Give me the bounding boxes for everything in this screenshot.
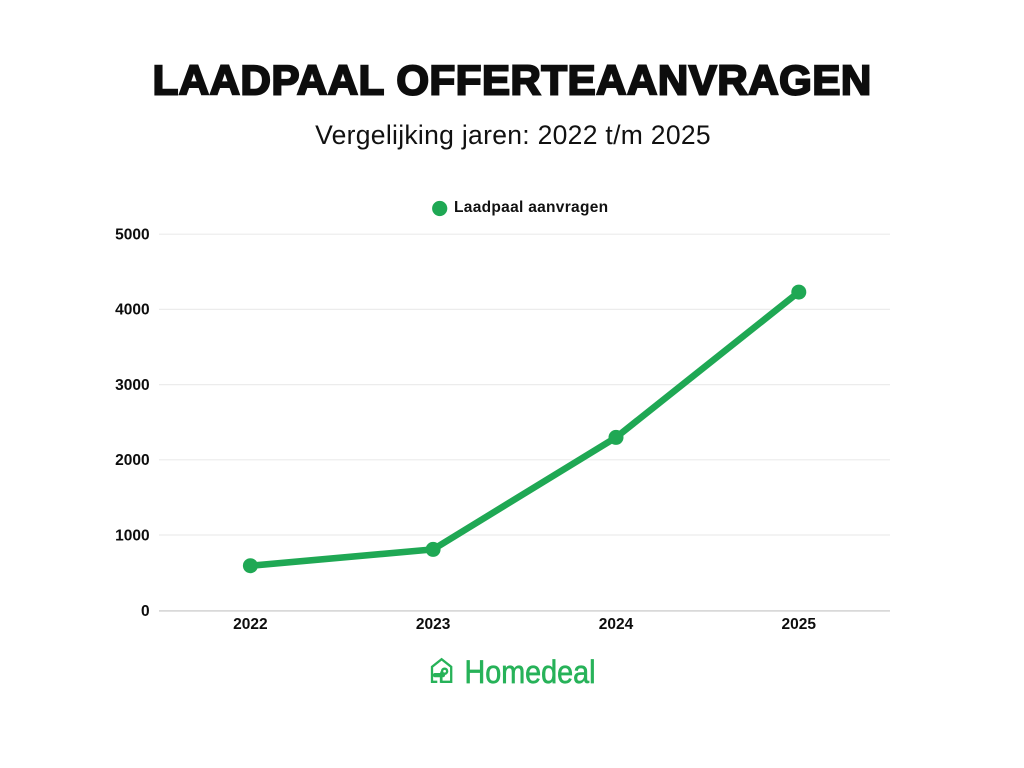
svg-text:0: 0 bbox=[141, 603, 150, 620]
svg-text:2023: 2023 bbox=[416, 616, 451, 633]
svg-text:LAADPAAL OFFERTEAANVRAGEN: LAADPAAL OFFERTEAANVRAGEN bbox=[153, 57, 872, 104]
svg-text:Laadpaal aanvragen: Laadpaal aanvragen bbox=[454, 199, 608, 216]
svg-text:4000: 4000 bbox=[115, 302, 149, 319]
svg-text:1000: 1000 bbox=[115, 527, 149, 544]
svg-text:Vergelijking jaren: 2022 t/m 2: Vergelijking jaren: 2022 t/m 2025 bbox=[315, 120, 711, 150]
svg-text:5000: 5000 bbox=[115, 227, 149, 244]
svg-text:2022: 2022 bbox=[233, 616, 267, 633]
svg-text:2025: 2025 bbox=[782, 616, 817, 633]
svg-text:2000: 2000 bbox=[115, 452, 149, 469]
svg-text:Homedeal: Homedeal bbox=[465, 654, 596, 690]
svg-text:2024: 2024 bbox=[599, 616, 634, 633]
svg-text:3000: 3000 bbox=[115, 377, 149, 394]
